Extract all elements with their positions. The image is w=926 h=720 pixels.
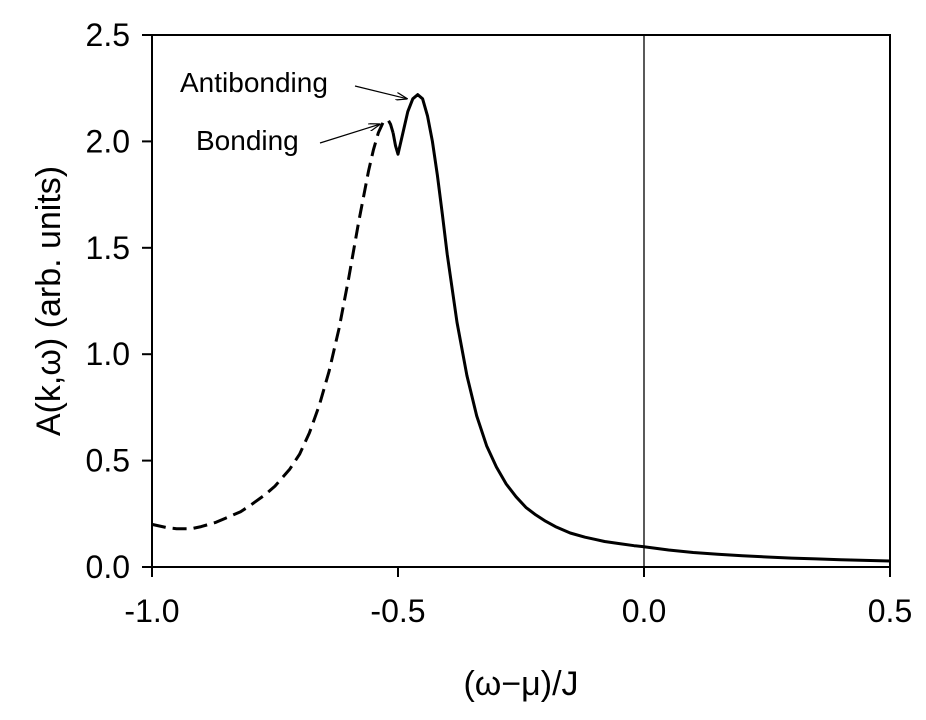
x-tick-label: -1.0: [124, 593, 179, 629]
annotation-arrow: [319, 124, 380, 144]
annotation-label: Bonding: [196, 125, 299, 156]
x-axis-title: (ω−μ)/J: [463, 665, 578, 703]
y-tick-label: 2.0: [86, 123, 130, 159]
y-tick-label: 2.5: [86, 17, 130, 53]
series-layer: [151, 93, 891, 563]
y-tick-label: 0.5: [86, 443, 130, 479]
x-tick-label: -0.5: [370, 593, 425, 629]
x-tick-label: 0.0: [622, 593, 666, 629]
y-tick-label: 1.0: [86, 336, 130, 372]
annotation-label: Antibonding: [180, 67, 328, 98]
y-tick-label: 0.0: [86, 549, 130, 585]
ticks-layer: [142, 34, 891, 577]
y-axis-title: A(k,ω) (arb. units): [30, 166, 68, 436]
dashed-series-line: [151, 118, 395, 531]
plot-frame: [151, 34, 891, 568]
solid-series-line: [391, 93, 891, 563]
x-tick-label: 0.5: [868, 593, 912, 629]
annotation-arrow: [354, 85, 407, 99]
annotations-layer: Antibonding Bonding: [180, 67, 407, 156]
y-tick-label: 1.5: [86, 230, 130, 266]
tick-labels: -1.0 -0.5 0.0 0.5 0.0 0.5 1.0 1.5 2.0 2.5: [86, 17, 913, 629]
